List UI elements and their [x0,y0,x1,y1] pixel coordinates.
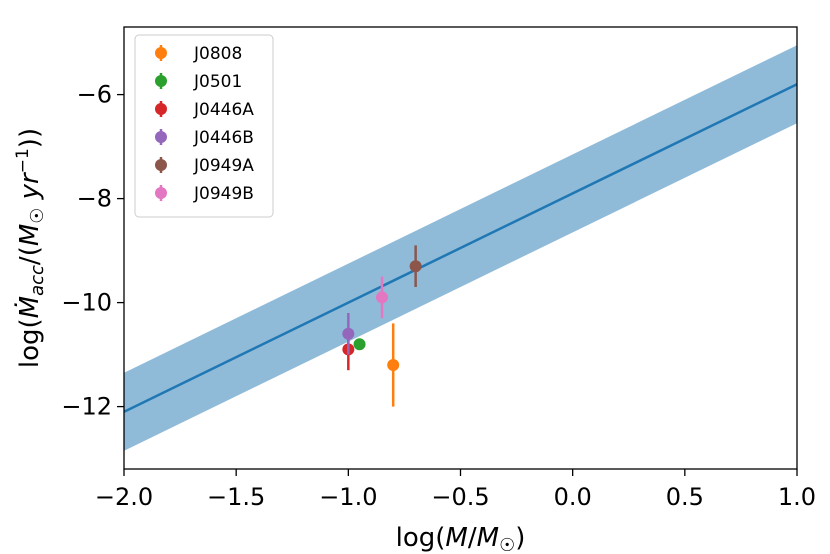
marker-j0808 [387,359,400,371]
legend-label-j0949a: J0949A [193,156,254,176]
legend-marker-j0949a [155,159,167,171]
point-j0446b [342,313,355,355]
legend-label-j0808: J0808 [193,44,242,64]
marker-j0501 [353,338,366,351]
legend-marker-j0949b [155,187,167,199]
fit-line-layer [123,83,798,413]
legend-marker-j0446a [155,103,167,115]
legend-marker-j0501 [155,75,167,87]
point-j0501 [353,338,366,351]
legend-entry-j0501: J0501 [155,72,242,92]
legend-entry-j0949a: J0949A [155,156,254,176]
legend-label-j0446b: J0446B [193,128,254,148]
legend-box [134,34,274,218]
y-tick-label: −6 [77,81,112,109]
legend-label-j0446a: J0446A [193,100,254,120]
legend-marker-j0446b [155,131,167,143]
x-tick-label: −0.5 [431,483,489,511]
legend-entry-j0446a: J0446A [155,100,254,120]
y-tick-label: −12 [61,393,112,421]
point-j0808 [387,323,400,407]
marker-j0949a [409,260,422,273]
x-tick-label: −2.0 [95,483,153,511]
point-j0949b [375,276,388,319]
x-axis-label: log(M/M☉) [396,523,526,554]
x-tick-label: −1.5 [207,483,265,511]
point-j0949a [409,245,422,287]
legend-marker-j0808 [155,47,167,59]
y-tick-label: −10 [61,289,112,317]
y-tick-label: −8 [77,185,112,213]
x-tick-label: 0.0 [554,483,592,511]
x-tick-label: −1.0 [319,483,377,511]
legend-entry-j0808: J0808 [155,44,242,64]
x-tick-label: 0.5 [666,483,704,511]
marker-j0949b [375,291,388,304]
y-axis-label: log(Ṁacc/(M☉ yr−1)) [13,128,48,368]
ticks-layer: −2.0 −1.5 −1.0 −0.5 0.0 0.5 1.0 −12 −10 −8 −6 [61,81,816,511]
fit-line [123,83,798,413]
legend: J0808 J0501 J0446A J0446B J0949A J0949B [134,34,274,218]
legend-entry-j0446b: J0446B [155,128,254,148]
x-tick-label: 1.0 [778,483,816,511]
legend-entry-j0949b: J0949B [155,184,254,204]
legend-label-j0501: J0501 [193,72,242,92]
legend-label-j0949b: J0949B [193,184,254,204]
marker-j0446b [342,327,355,340]
data-points-layer [342,245,422,407]
